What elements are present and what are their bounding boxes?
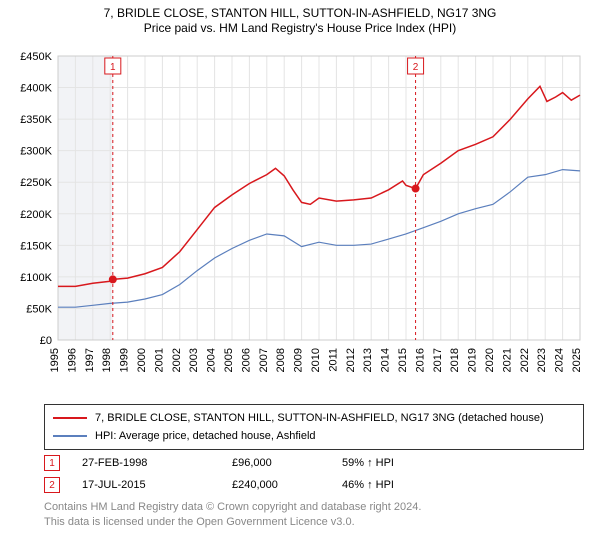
x-tick-label: 2013 — [362, 348, 374, 372]
sale-dot-1 — [109, 275, 117, 283]
y-tick-label: £350K — [20, 114, 52, 126]
legend-label: HPI: Average price, detached house, Ashf… — [95, 430, 316, 442]
chart-svg: £0 £50K £100K £150K £200K £250K £300K £350K £400… — [10, 48, 590, 396]
x-tick-label: 2010 — [310, 348, 322, 372]
legend-row: HPI: Average price, detached house, Ashf… — [53, 427, 575, 445]
license-line-1: Contains HM Land Registry data © Crown c… — [44, 500, 584, 515]
x-tick-label: 1999 — [119, 348, 131, 372]
x-tick-label: 2024 — [554, 348, 566, 372]
title-line-2: Price paid vs. HM Land Registry's House … — [0, 20, 600, 37]
x-tick-label: 2007 — [258, 348, 270, 372]
y-tick-label: £100K — [20, 272, 52, 284]
x-tick-label: 2015 — [397, 348, 409, 372]
x-tick-label: 2011 — [327, 348, 339, 372]
sale-marker-label-2: 2 — [413, 62, 419, 73]
transactions-table: 1 27-FEB-1998£96,00059% ↑ HPI 2 17-JUL-2015… — [44, 452, 584, 496]
x-tick-label: 2001 — [153, 348, 165, 372]
transaction-diff: 59% ↑ HPI — [342, 457, 502, 469]
x-tick-label: 1997 — [84, 348, 96, 372]
license-line-2: This data is licensed under the Open Gov… — [44, 515, 584, 530]
chart-area: £0 £50K £100K £150K £200K £250K £300K £350K £400… — [10, 48, 590, 396]
title-line-1: 7, BRIDLE CLOSE, STANTON HILL, SUTTON-IN… — [0, 6, 600, 20]
legend-swatch — [53, 435, 87, 437]
x-tick-label: 2014 — [380, 348, 392, 372]
x-tick-label: 2025 — [571, 348, 583, 372]
x-tick-label: 2022 — [519, 348, 531, 372]
x-tick-label: 2017 — [432, 348, 444, 372]
y-tick-label: £150K — [20, 240, 52, 252]
x-tick-label: 2005 — [223, 348, 235, 372]
x-tick-label: 1995 — [49, 348, 61, 372]
legend-row: 7, BRIDLE CLOSE, STANTON HILL, SUTTON-IN… — [53, 409, 575, 427]
license-text: Contains HM Land Registry data © Crown c… — [44, 500, 584, 530]
transaction-row: 1 27-FEB-1998£96,00059% ↑ HPI — [44, 452, 584, 474]
x-tick-label: 2020 — [484, 348, 496, 372]
transaction-date: 27-FEB-1998 — [82, 457, 232, 469]
x-tick-label: 1998 — [101, 348, 113, 372]
transaction-price: £240,000 — [232, 479, 342, 491]
x-tick-label: 2009 — [293, 348, 305, 372]
transaction-marker: 1 — [44, 455, 60, 471]
x-tick-label: 2019 — [467, 348, 479, 372]
legend-label: 7, BRIDLE CLOSE, STANTON HILL, SUTTON-IN… — [95, 412, 544, 424]
transaction-marker: 2 — [44, 477, 60, 493]
transaction-date: 17-JUL-2015 — [82, 479, 232, 491]
chart-title-block: 7, BRIDLE CLOSE, STANTON HILL, SUTTON-IN… — [0, 0, 600, 37]
legend-box: 7, BRIDLE CLOSE, STANTON HILL, SUTTON-IN… — [44, 404, 584, 450]
x-tick-label: 2023 — [536, 348, 548, 372]
y-tick-label: £250K — [20, 177, 52, 189]
sale-marker-label-1: 1 — [110, 62, 116, 73]
sale-dot-2 — [412, 185, 420, 193]
x-tick-label: 2012 — [345, 348, 357, 372]
x-tick-label: 1996 — [66, 348, 78, 372]
x-tick-label: 2018 — [449, 348, 461, 372]
pre-first-sale-band — [58, 56, 113, 340]
x-tick-label: 2003 — [188, 348, 200, 372]
y-tick-label: £450K — [20, 51, 52, 63]
x-tick-label: 2002 — [171, 348, 183, 372]
x-tick-label: 2004 — [206, 348, 218, 372]
x-tick-label: 2021 — [501, 348, 513, 372]
legend-swatch — [53, 417, 87, 419]
x-tick-label: 2000 — [136, 348, 148, 372]
transaction-row: 2 17-JUL-2015£240,00046% ↑ HPI — [44, 474, 584, 496]
y-tick-label: £50K — [26, 303, 52, 315]
x-tick-label: 2016 — [414, 348, 426, 372]
x-tick-label: 2008 — [275, 348, 287, 372]
y-tick-label: £400K — [20, 83, 52, 95]
transaction-price: £96,000 — [232, 457, 342, 469]
x-tick-label: 2006 — [240, 348, 252, 372]
transaction-diff: 46% ↑ HPI — [342, 479, 502, 491]
y-tick-label: £300K — [20, 146, 52, 158]
y-tick-label: £200K — [20, 209, 52, 221]
y-tick-label: £0 — [40, 335, 52, 347]
